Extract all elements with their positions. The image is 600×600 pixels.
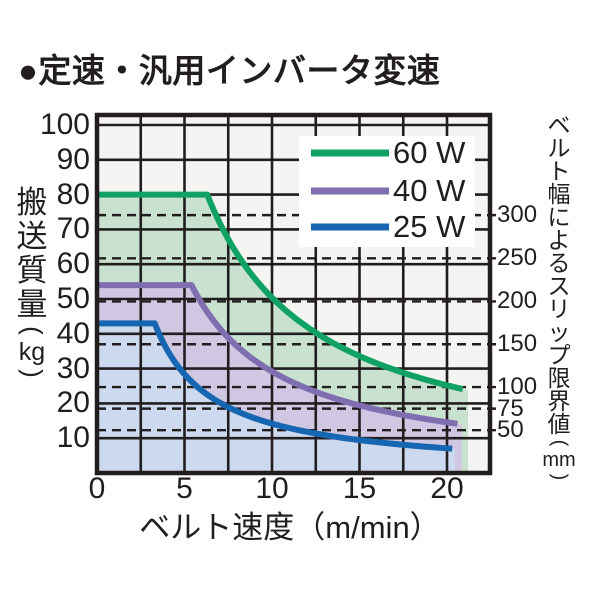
axis-unit: kg [18,338,46,366]
legend-label: 40 W [393,173,466,208]
axis-title-char: ッ [547,319,571,345]
plot-frame [94,112,493,476]
right-axis-tick-label: 200 [497,287,538,315]
y-axis-tick-label: 10 [56,421,90,455]
axis-title-char: ト [547,158,571,184]
axis-title-char: に [547,204,571,230]
axis-title-char: る [547,250,571,276]
axis-title-char: ル [547,135,571,161]
curve-40w [97,282,459,427]
axis-unit: mm [542,449,576,471]
legend-label: 25 W [393,209,466,244]
x-axis-tick-label: 5 [176,472,193,505]
vertical-paren: ) [547,473,570,481]
x-axis-title: ベルト速度（m/min） [139,510,441,545]
y-axis-tick-label: 60 [56,247,90,281]
axis-title-char: リ [547,296,571,322]
y-axis-tick-label: 40 [56,316,90,350]
axis-title-char: 限 [547,365,571,391]
y-axis-tick-label: 70 [56,212,90,246]
curve-60w [97,191,464,393]
x-axis-tick-label: 0 [88,472,106,505]
y-axis-title-left: 搬送質量(kg) [12,186,52,382]
y-axis-tick-label: 30 [56,351,90,385]
right-axis-tick-label: 50 [497,416,524,444]
axis-title-char: ベ [547,112,571,138]
right-axis-tick-label: 150 [497,330,538,358]
y-axis-tick-label: 80 [56,177,90,211]
y-axis-tick-label: 100 [39,108,90,141]
x-axis-tick-label: 15 [342,472,377,505]
vertical-paren: ( [547,439,570,447]
x-axis-tick-label: 20 [430,472,464,505]
right-axis-tick-label: 100 [497,373,538,401]
right-axis-tick-label: 300 [497,201,538,229]
axis-title-char: 界 [547,388,571,414]
axis-title-char: 送 [16,219,48,254]
page-title: ●定速・汎用インバータ変速 [18,52,441,89]
axis-title-char: 搬 [16,185,48,220]
curve-25w [97,320,454,452]
legend-label: 60 W [393,135,466,170]
axis-title-char: ス [547,273,571,299]
y-axis-tick-label: 90 [56,142,90,176]
axis-title-char: よ [547,227,571,253]
x-axis-tick-label: 10 [255,472,289,505]
right-axis-tick-label: 75 [497,394,524,422]
axis-title-char: 幅 [547,181,571,207]
y-axis-title-right: ベルト幅によるスリップ限界値 ( mm) [541,114,577,484]
axis-title-char: 量 [16,287,48,322]
right-axis-tick-label: 250 [497,244,538,272]
axis-title-char: 値 [547,411,571,437]
axis-title-char: プ [547,342,571,368]
y-axis-tick-label: 20 [56,386,90,420]
y-axis-tick-label: 50 [56,282,90,315]
area-fill-25w [97,323,455,473]
axis-title-char: 質 [16,253,48,288]
